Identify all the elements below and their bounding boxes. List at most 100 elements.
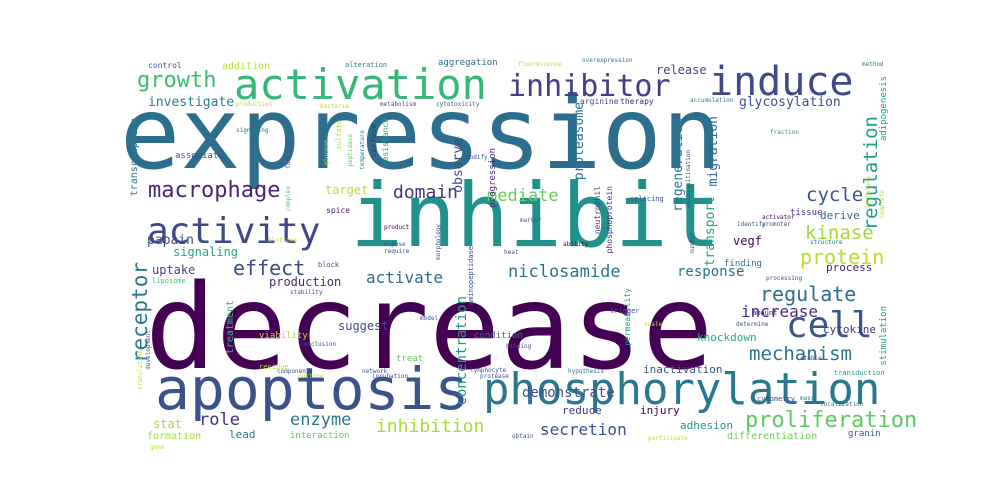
cloud-word: vegf bbox=[733, 234, 762, 248]
cloud-word: surface bbox=[369, 124, 378, 158]
cloud-word: inhibit bbox=[350, 164, 721, 267]
cloud-word: release bbox=[656, 63, 707, 77]
cloud-word: mediate bbox=[487, 186, 559, 206]
cloud-word: stable bbox=[800, 355, 822, 362]
cloud-word: concentration bbox=[454, 296, 470, 406]
cloud-word: addition bbox=[222, 61, 271, 72]
cloud-word: stat bbox=[153, 417, 182, 431]
cloud-word: determine bbox=[736, 321, 769, 328]
cloud-word: heat bbox=[504, 249, 519, 256]
cloud-word: glucose bbox=[323, 140, 330, 166]
cloud-word: finding bbox=[724, 259, 762, 269]
cloud-word: apoptosis bbox=[155, 355, 470, 423]
cloud-word: complete bbox=[879, 190, 886, 219]
cloud-word: niclosamide bbox=[508, 262, 621, 282]
cloud-word: granin bbox=[848, 429, 881, 439]
cloud-word: binding bbox=[506, 343, 532, 350]
cloud-word: product bbox=[384, 224, 410, 231]
cloud-word: protein bbox=[800, 245, 885, 269]
cloud-word: cytometry bbox=[757, 395, 795, 403]
cloud-word: suggest bbox=[338, 319, 389, 333]
cloud-word: splicing bbox=[630, 195, 664, 203]
cloud-word: regulate bbox=[760, 282, 857, 306]
cloud-word: phosphoprotein bbox=[605, 186, 614, 254]
cloud-word: culture bbox=[298, 373, 324, 380]
cloud-word: secretory bbox=[865, 176, 872, 209]
cloud-word: translation bbox=[137, 350, 144, 390]
cloud-word: inhibitor bbox=[508, 69, 671, 104]
cloud-word: regeneration bbox=[671, 118, 686, 212]
cloud-word: block bbox=[318, 261, 340, 269]
cloud-word: aggregation bbox=[438, 58, 498, 68]
cloud-word: production bbox=[236, 101, 273, 108]
cloud-word: phosphorylation bbox=[483, 364, 881, 415]
cloud-word: formation bbox=[147, 431, 202, 442]
cloud-word: papain bbox=[147, 233, 194, 248]
cloud-word: method bbox=[862, 61, 884, 68]
cloud-word: role bbox=[199, 410, 240, 430]
cloud-word: residue bbox=[259, 363, 289, 371]
cloud-word: amount bbox=[752, 309, 778, 317]
cloud-word: alteration bbox=[345, 61, 388, 69]
cloud-word: effect bbox=[233, 256, 306, 280]
cloud-word: cell bbox=[786, 305, 873, 346]
cloud-word: process bbox=[826, 261, 873, 274]
cloud-word: treatment bbox=[225, 300, 236, 355]
cloud-word: localization bbox=[820, 401, 864, 408]
cloud-word: proliferation bbox=[745, 408, 918, 433]
cloud-word: trigger bbox=[610, 307, 640, 315]
cloud-word: mechanism bbox=[749, 343, 852, 365]
cloud-word: inhibition bbox=[376, 416, 485, 437]
cloud-word: tissue bbox=[790, 208, 823, 218]
cloud-word: obtain bbox=[512, 433, 534, 440]
cloud-word: interaction bbox=[290, 431, 350, 441]
cloud-word: processing bbox=[766, 275, 803, 282]
cloud-word: cycle bbox=[806, 184, 864, 206]
cloud-word: adipogenesis bbox=[879, 76, 889, 142]
cloud-word: spice bbox=[326, 206, 351, 215]
cloud-word: progression bbox=[488, 148, 498, 208]
cloud-word: increase bbox=[741, 302, 819, 321]
cloud-word: development bbox=[145, 330, 152, 370]
cloud-word: transduction bbox=[834, 369, 885, 377]
cloud-word: transport bbox=[703, 196, 718, 267]
cloud-word: morphology bbox=[435, 224, 442, 261]
cloud-word: incubation bbox=[372, 373, 409, 380]
cloud-word: signaling bbox=[236, 127, 269, 134]
cloud-word: enzyme bbox=[290, 410, 352, 430]
cloud-word: therapy bbox=[620, 97, 654, 106]
cloud-word: bacteria bbox=[320, 103, 349, 110]
cloud-word: temperature bbox=[359, 130, 366, 170]
cloud-word: promoter bbox=[762, 221, 791, 228]
cloud-word: lymphocyte bbox=[470, 367, 507, 374]
cloud-word: target bbox=[325, 183, 369, 197]
cloud-word: uptake bbox=[152, 263, 196, 277]
cloud-word: condition bbox=[474, 331, 523, 341]
cloud-word: number bbox=[689, 232, 696, 254]
cloud-word: reduce bbox=[562, 404, 602, 417]
cloud-word: gene bbox=[150, 444, 165, 451]
cloud-word: differentiation bbox=[727, 431, 818, 442]
cloud-word: activity bbox=[147, 211, 321, 252]
cloud-word: proteasome bbox=[572, 102, 587, 181]
cloud-word: control bbox=[148, 61, 182, 70]
cloud-word: hypothesis bbox=[568, 368, 605, 375]
cloud-word: demonstrate bbox=[522, 385, 615, 401]
cloud-word: model bbox=[420, 315, 439, 322]
cloud-word: expose bbox=[384, 241, 406, 248]
cloud-word: observe bbox=[451, 138, 466, 193]
cloud-word: structure bbox=[810, 239, 843, 246]
cloud-word: modify bbox=[466, 154, 488, 161]
cloud-word: domain bbox=[393, 182, 459, 203]
cloud-word: investigate bbox=[148, 95, 235, 110]
cloud-word: component bbox=[277, 368, 310, 375]
cloud-word: macrophage bbox=[148, 178, 281, 203]
cloud-word: resistance bbox=[381, 118, 390, 167]
cloud-word: sulfate bbox=[335, 120, 343, 150]
cloud-word: overexpression bbox=[582, 57, 633, 64]
cloud-word: treat bbox=[396, 354, 424, 364]
cloud-word: glycosylation bbox=[739, 95, 841, 110]
cloud-word: arginine bbox=[580, 97, 619, 106]
cloud-word: migration bbox=[706, 116, 721, 187]
